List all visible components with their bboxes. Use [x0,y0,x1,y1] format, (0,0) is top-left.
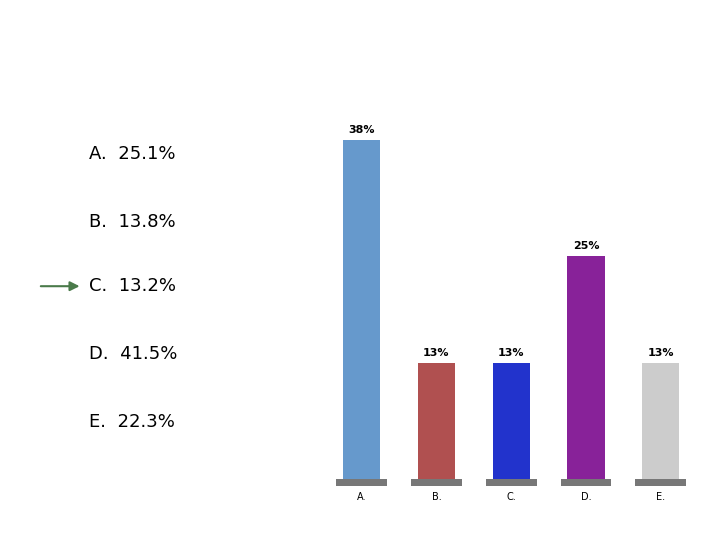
Text: C.  13.2%: C. 13.2% [89,277,176,295]
Bar [492,363,530,479]
Text: 13%: 13% [498,348,524,357]
Bar [336,479,387,486]
Bar [642,363,680,479]
Bar [343,140,380,479]
Text: 38%: 38% [348,125,375,134]
Bar [486,479,536,486]
Text: E.  22.3%: E. 22.3% [89,413,174,431]
Text: 25%: 25% [572,240,599,251]
Text: B.  13.8%: B. 13.8% [89,213,176,231]
Bar [561,479,611,486]
Text: 13%: 13% [423,348,450,357]
Text: A.  25.1%: A. 25.1% [89,145,175,163]
Bar [635,479,686,486]
Bar [411,479,462,486]
Text: D.  41.5%: D. 41.5% [89,345,177,363]
Text: 13%: 13% [647,348,674,357]
Text: FUN FACT #3: Our degree (AAS or AAS-T) completion
rate for the 2009-2012 cohorts: FUN FACT #3: Our degree (AAS or AAS-T) c… [18,10,512,53]
Bar [567,256,605,479]
Bar [418,363,455,479]
